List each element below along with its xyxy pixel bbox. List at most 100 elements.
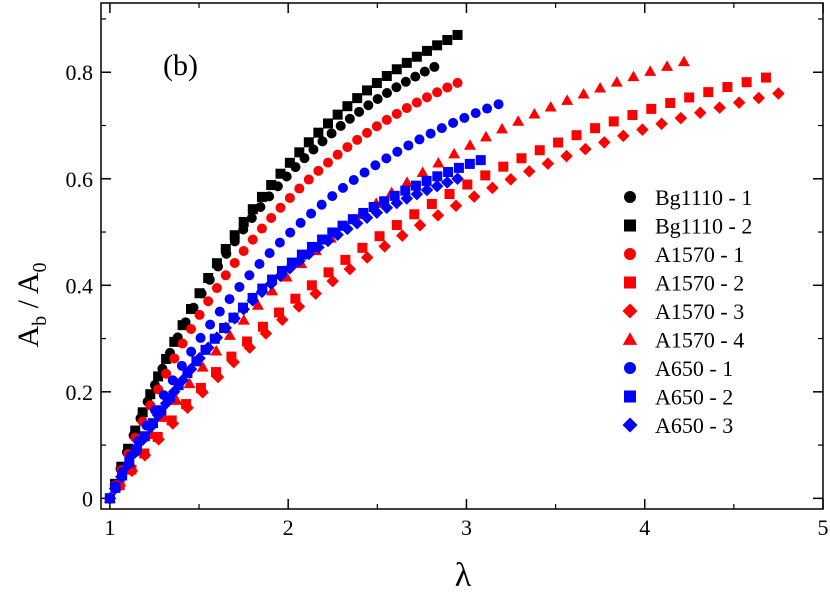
data-point xyxy=(227,355,240,369)
data-point xyxy=(381,153,392,164)
data-point xyxy=(259,327,273,340)
data-point xyxy=(396,229,409,242)
data-point xyxy=(322,118,333,129)
data-point xyxy=(363,100,374,111)
data-point xyxy=(326,128,337,139)
data-point xyxy=(401,57,412,68)
data-point xyxy=(341,222,354,236)
data-point xyxy=(390,196,404,210)
data-point xyxy=(421,175,432,186)
data-point xyxy=(343,262,357,276)
data-point xyxy=(229,257,240,268)
data-point xyxy=(266,284,279,296)
data-point xyxy=(480,170,491,181)
data-point xyxy=(598,136,611,149)
y-tick-label: 0.4 xyxy=(66,273,94,298)
data-point xyxy=(441,176,454,189)
data-point xyxy=(276,313,289,326)
data-point xyxy=(464,139,477,150)
data-point xyxy=(186,346,197,357)
y-axis-title-sub-0: 0 xyxy=(29,262,51,272)
data-point xyxy=(276,265,287,276)
data-point xyxy=(203,296,214,307)
data-point xyxy=(594,81,607,93)
data-point xyxy=(344,113,355,124)
data-point xyxy=(411,51,422,62)
data-point xyxy=(610,76,623,87)
data-point xyxy=(234,281,245,292)
data-point xyxy=(294,147,305,158)
data-point xyxy=(571,130,582,141)
data-point xyxy=(257,321,268,332)
data-point xyxy=(327,191,338,202)
data-point xyxy=(391,108,402,119)
data-point xyxy=(220,243,231,254)
data-point xyxy=(144,421,157,434)
data-point xyxy=(410,71,421,82)
legend-label: Bg1110 - 1 xyxy=(655,185,752,210)
data-point xyxy=(274,307,285,318)
legend-label: A650 - 2 xyxy=(655,385,733,410)
data-point xyxy=(342,101,353,112)
legend-marker xyxy=(624,219,636,232)
data-point xyxy=(173,380,184,391)
data-point xyxy=(211,370,225,384)
data-point xyxy=(674,111,688,125)
data-point xyxy=(374,231,385,242)
data-point xyxy=(627,110,638,121)
data-point xyxy=(378,240,391,253)
data-point xyxy=(544,101,557,112)
data-point xyxy=(401,103,412,114)
data-point xyxy=(464,158,475,169)
data-point xyxy=(371,121,382,132)
data-point xyxy=(337,220,348,231)
data-point xyxy=(254,258,265,269)
data-point xyxy=(137,407,148,418)
data-point xyxy=(255,201,266,212)
data-point xyxy=(256,223,267,234)
data-point xyxy=(275,202,286,213)
data-point xyxy=(238,216,249,227)
data-point xyxy=(145,389,156,400)
data-point xyxy=(108,482,122,495)
data-point xyxy=(331,228,344,241)
data-point xyxy=(296,249,307,260)
data-point xyxy=(401,176,414,187)
legend-marker xyxy=(624,390,636,403)
data-point xyxy=(368,201,379,212)
data-point xyxy=(195,332,206,343)
data-point xyxy=(371,78,382,89)
data-point xyxy=(470,108,481,119)
data-point xyxy=(182,368,193,379)
data-point xyxy=(400,192,414,205)
data-point xyxy=(166,417,180,430)
data-point xyxy=(391,64,402,75)
data-point xyxy=(295,217,306,228)
data-point xyxy=(534,145,545,156)
panel-label: (b) xyxy=(163,49,198,82)
data-point xyxy=(337,182,348,193)
y-axis-title-sub-b: b xyxy=(29,316,51,326)
data-point xyxy=(713,101,726,114)
data-point xyxy=(493,99,504,110)
data-point xyxy=(103,492,117,505)
data-point xyxy=(256,191,267,202)
data-point xyxy=(196,361,209,372)
data-point xyxy=(242,336,253,347)
data-point xyxy=(425,128,436,139)
data-point xyxy=(194,309,205,320)
data-point xyxy=(413,219,427,232)
data-point xyxy=(496,122,509,134)
data-point xyxy=(665,98,676,109)
legend: Bg1110 - 1 Bg1110 - 2 A1570 - 1 A1570 - 2 A1… xyxy=(622,185,752,438)
x-axis-title: λ xyxy=(455,557,472,594)
data-point xyxy=(392,146,403,157)
data-point xyxy=(306,208,317,219)
y-axis-title-sep: / A xyxy=(12,272,45,316)
data-point xyxy=(358,207,369,218)
data-point xyxy=(251,299,264,310)
y-tick-label: 0.6 xyxy=(66,167,94,192)
data-point xyxy=(482,103,493,114)
data-point xyxy=(130,425,141,436)
data-point xyxy=(432,171,443,182)
